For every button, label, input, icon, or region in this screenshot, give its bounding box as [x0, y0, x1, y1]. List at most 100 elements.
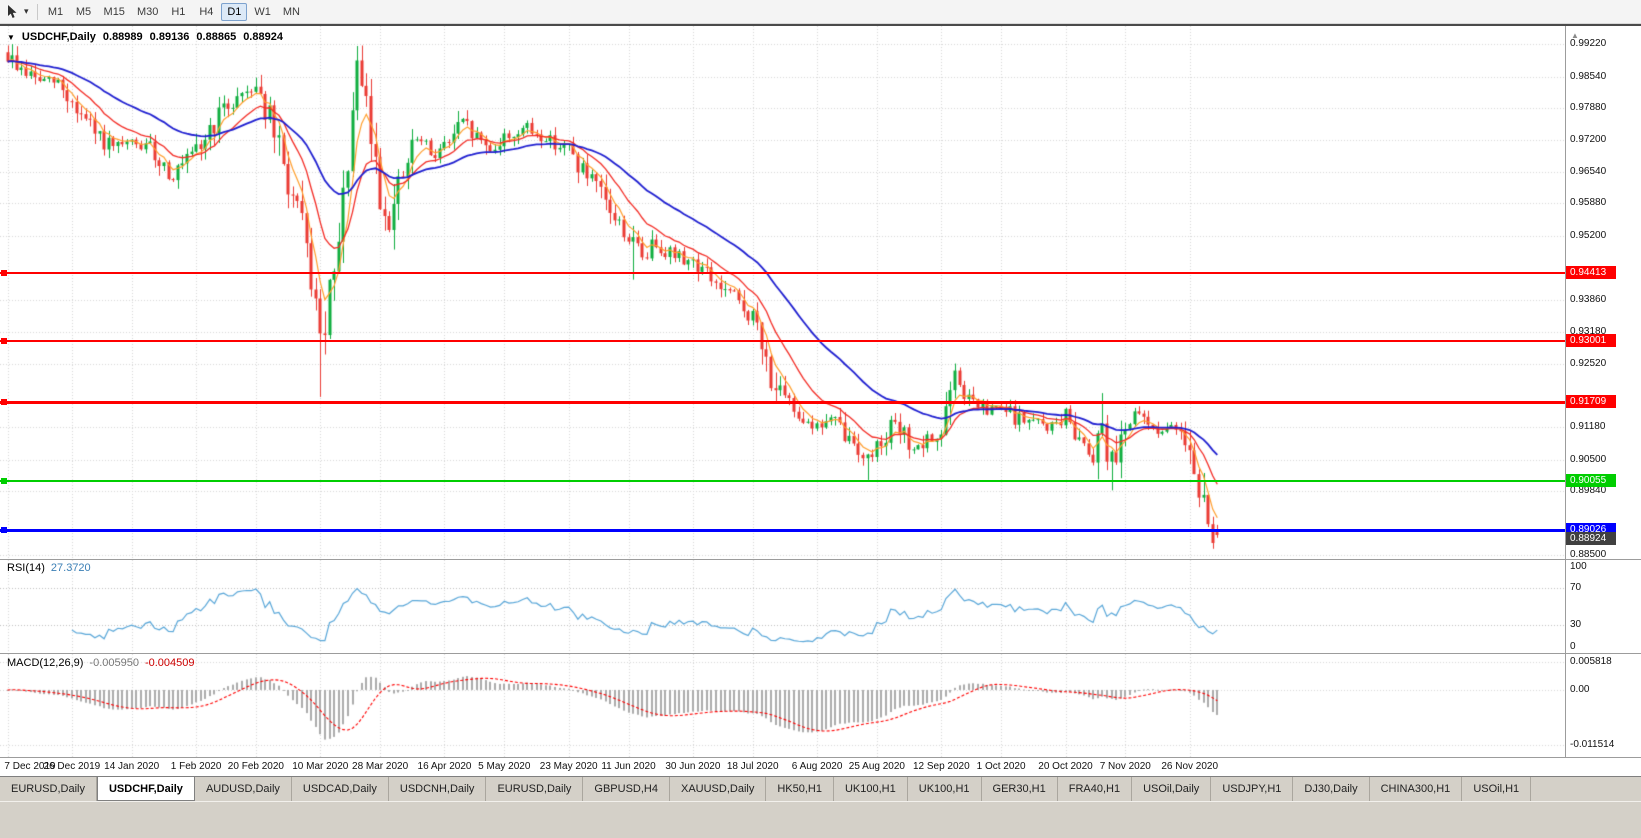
- price-axis-label: 0.97880: [1570, 102, 1607, 113]
- level-price-badge: 0.91709: [1566, 395, 1616, 409]
- date-axis-label: 10 Mar 2020: [292, 761, 349, 772]
- date-axis-label: 25 Aug 2020: [848, 761, 905, 772]
- price-axis-label: 0.95200: [1570, 229, 1607, 241]
- price-axis-label: 0.95880: [1570, 197, 1607, 209]
- chart-tab-usoil-h1[interactable]: USOil,H1: [1462, 777, 1532, 801]
- rsi-axis-label: 100: [1570, 561, 1587, 572]
- toolbar-separator: [36, 3, 38, 20]
- cursor-icon: [8, 4, 17, 18]
- price-axis-label: 0.91180: [1570, 421, 1606, 433]
- ohlc-open: 0.88989: [102, 31, 143, 43]
- timeframe-button-m30[interactable]: M30: [136, 5, 159, 18]
- price-axis-label: 0.90500: [1570, 453, 1607, 465]
- date-axis-label: 30 Jun 2020: [665, 761, 721, 772]
- timeframes-toolbar: ▾ M1 M5 M15 M30 H1 H4 D1 W1 MN: [0, 0, 1641, 24]
- macd-panel-separator[interactable]: [0, 653, 1641, 654]
- date-axis-separator: [0, 757, 1641, 758]
- cursor-tool-button[interactable]: [4, 2, 21, 22]
- timeframe-button-mn[interactable]: MN: [282, 5, 300, 18]
- date-axis-label: 28 Mar 2020: [352, 761, 409, 772]
- rsi-axis-label: 0: [1570, 641, 1576, 652]
- chart-symbol-period: USDCHF,Daily: [21, 31, 96, 43]
- chart-tab-dj30-daily[interactable]: DJ30,Daily: [1293, 777, 1370, 801]
- level-price-badge: 0.93001: [1566, 333, 1616, 347]
- chart-tab-fra40-h1[interactable]: FRA40,H1: [1058, 777, 1133, 801]
- date-axis[interactable]: 7 Dec 2019 26 Dec 2019 14 Jan 2020 1 Feb 20…: [0, 758, 1565, 776]
- chart-tab-eurusd-daily[interactable]: EURUSD,Daily: [486, 777, 584, 801]
- timeframe-button-m15[interactable]: M15: [103, 5, 125, 18]
- date-axis-label: 26 Nov 2020: [1161, 761, 1219, 772]
- price-chart-canvas[interactable]: [0, 26, 1565, 559]
- price-axis-label: 0.93860: [1570, 293, 1607, 305]
- date-axis-label: 20 Oct 2020: [1038, 761, 1093, 772]
- rsi-panel-separator[interactable]: [0, 559, 1641, 560]
- chart-tab-usdchf-daily[interactable]: USDCHF,Daily: [96, 777, 195, 801]
- chart-tab-hk50-h1[interactable]: HK50,H1: [766, 777, 834, 801]
- chart-tab-usdcnh-daily[interactable]: USDCNH,Daily: [389, 777, 487, 801]
- timeframe-button-m5[interactable]: M5: [75, 5, 92, 18]
- macd-axis-label: 0.005818: [1570, 656, 1612, 668]
- date-axis-label: 6 Aug 2020: [791, 761, 843, 772]
- price-axis-border: [1565, 26, 1566, 758]
- chart-tab-audusd-daily[interactable]: AUDUSD,Daily: [195, 777, 292, 801]
- price-axis-label: 0.96540: [1570, 165, 1607, 177]
- price-axis-label: 0.98540: [1570, 70, 1607, 82]
- date-axis-label: 23 May 2020: [539, 761, 598, 772]
- chevron-down-icon: ▾: [24, 6, 29, 16]
- macd-axis-label: -0.011514: [1570, 739, 1615, 751]
- chart-tab-uk100-h1[interactable]: UK100,H1: [908, 777, 982, 801]
- macd-signal-value: -0.004509: [144, 657, 195, 669]
- level-price-badge: 0.89026: [1566, 523, 1616, 537]
- chart-tabs-bar: EURUSD,Daily USDCHF,Daily AUDUSD,Daily USDC…: [0, 776, 1641, 801]
- rsi-panel-canvas[interactable]: [0, 560, 1565, 653]
- date-axis-label: 11 Jun 2020: [601, 761, 656, 772]
- rsi-value: 27.3720: [50, 562, 91, 574]
- chart-tab-usdjpy-h1[interactable]: USDJPY,H1: [1211, 777, 1294, 801]
- price-axis-label: 0.93180: [1570, 326, 1607, 338]
- current-price-badge: 0.88924: [1566, 531, 1616, 545]
- ohlc-close: 0.88924: [243, 31, 283, 43]
- chart-window-border: [0, 24, 1641, 26]
- chart-tab-xauusd-daily[interactable]: XAUUSD,Daily: [670, 777, 767, 801]
- date-axis-label: 20 Feb 2020: [227, 761, 284, 772]
- level-price-badge: 0.94413: [1566, 266, 1616, 280]
- rsi-axis-label: 70: [1570, 581, 1582, 593]
- macd-main-value: -0.005950: [89, 657, 139, 669]
- rsi-indicator-label: RSI(14) 27.3720: [7, 562, 91, 574]
- chart-tab-usoil-daily[interactable]: USOil,Daily: [1132, 777, 1212, 801]
- chart-tab-eurusd-daily[interactable]: EURUSD,Daily: [0, 777, 97, 801]
- timeframe-button-h1[interactable]: H1: [171, 5, 186, 18]
- date-axis-label: 26 Dec 2019: [43, 761, 101, 772]
- chart-tab-ger30-h1[interactable]: GER30,H1: [982, 777, 1058, 801]
- date-axis-label: 12 Sep 2020: [912, 761, 970, 772]
- macd-name: MACD(12,26,9): [7, 657, 84, 669]
- macd-panel-canvas[interactable]: [0, 654, 1565, 757]
- chart-tab-uk100-h1[interactable]: UK100,H1: [834, 777, 908, 801]
- price-axis-label: 0.92520: [1570, 357, 1607, 369]
- chart-tab-gbpusd-h4[interactable]: GBPUSD,H4: [583, 777, 670, 801]
- date-axis-label: 14 Jan 2020: [104, 761, 160, 772]
- date-axis-label: 1 Oct 2020: [976, 761, 1026, 772]
- chart-tab-china300-h1[interactable]: CHINA300,H1: [1370, 777, 1463, 801]
- axis-scroll-up-icon[interactable]: ▲: [1571, 31, 1579, 40]
- macd-indicator-label: MACD(12,26,9) -0.005950 -0.004509: [7, 657, 195, 669]
- timeframe-button-w1[interactable]: W1: [254, 5, 271, 18]
- price-axis-label: 0.89840: [1570, 485, 1607, 497]
- level-price-badge: 0.90055: [1566, 474, 1616, 488]
- one-click-trading-icon[interactable]: ▼: [7, 32, 15, 42]
- chart-tab-usdcad-daily[interactable]: USDCAD,Daily: [292, 777, 389, 801]
- timeframe-buttons-group: M1 M5 M15 M30 H1 H4 D1 W1 MN: [43, 2, 305, 21]
- date-axis-label: 7 Nov 2020: [1099, 761, 1151, 772]
- price-axis-label: 0.97200: [1570, 134, 1607, 146]
- date-axis-label: 18 Jul 2020: [726, 761, 779, 772]
- macd-axis-label: 0.00: [1570, 683, 1590, 695]
- chart-ohlc-title: ▼ USDCHF,Daily 0.88989 0.89136 0.88865 0…: [7, 31, 283, 43]
- timeframe-button-h4[interactable]: H4: [199, 5, 214, 18]
- ohlc-low: 0.88865: [196, 31, 237, 43]
- timeframe-button-d1[interactable]: D1: [221, 2, 248, 21]
- status-bar: [0, 801, 1641, 838]
- timeframe-button-m1[interactable]: M1: [47, 5, 64, 18]
- date-axis-label: 7 Dec 2019: [4, 761, 56, 772]
- cursor-tool-dropdown-button[interactable]: ▾: [21, 2, 32, 22]
- rsi-axis-label: 30: [1570, 619, 1582, 631]
